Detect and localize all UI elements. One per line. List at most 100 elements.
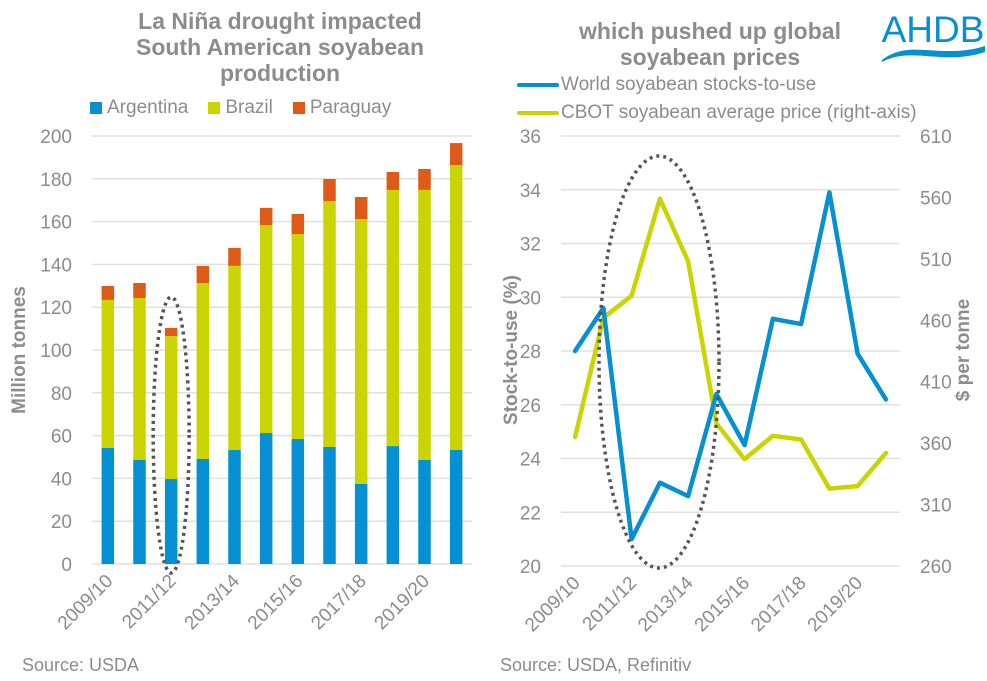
x-tick-label: 2011/12	[118, 571, 180, 633]
bar-brazil-2009-10	[101, 299, 115, 449]
bar-paraguay-2016-17	[323, 179, 336, 202]
y-tick-label: 80	[51, 384, 72, 405]
legend-item-brazil: Brazil	[208, 97, 273, 119]
legend-label-brazil: Brazil	[225, 97, 273, 118]
y-tick-label-left: 34	[520, 181, 542, 202]
y-tick-label: 100	[40, 341, 72, 362]
y-tick-label-right: 310	[920, 496, 952, 517]
y-tick-label-left: 30	[520, 288, 541, 309]
legend-label-paraguay: Paraguay	[309, 97, 392, 118]
ahdb-logo-graphic: AHDB	[882, 9, 985, 62]
y-tick-label-left: 26	[520, 396, 541, 417]
y-tick-label-left: 20	[520, 557, 541, 578]
bar-argentina-2015-16	[291, 439, 305, 564]
left-chart-plot: 0 20 40 60 80 100 120 140 160 180 200 Million tonne…	[9, 127, 472, 634]
x-tick-label: 2009/10	[54, 571, 117, 634]
y-tick-label: 40	[51, 469, 72, 490]
legend-label-stocks: World soyabean stocks-to-use	[561, 74, 817, 95]
bar-paraguay-2013-14	[228, 247, 241, 266]
y-tick-label-right: 260	[920, 557, 952, 578]
bar-argentina-2010-11	[133, 459, 146, 564]
legend-item-paraguay: Paraguay	[292, 97, 392, 119]
bar-paraguay-2009-10	[101, 286, 115, 300]
x-tick-label: 2015/16	[244, 571, 307, 634]
right-chart-legend: World soyabean stocks-to-use CBOT soyabe…	[517, 71, 917, 127]
price-spike-highlight-ellipse	[597, 154, 721, 570]
y-tick-label: 160	[40, 213, 72, 234]
y-tick-label-right: 510	[920, 250, 952, 271]
y-tick-label: 180	[40, 170, 72, 191]
y-tick-label-left: 32	[520, 235, 541, 256]
y-tick-label-right: 410	[920, 373, 952, 394]
y-tick-label-right: 610	[920, 127, 952, 148]
y-tick-label: 200	[40, 127, 72, 148]
stocks-to-use-line	[572, 190, 889, 542]
bar-brazil-2013-14	[228, 265, 241, 450]
x-tick-label: 2019/20	[371, 571, 434, 634]
bar-paraguay-2010-11	[133, 283, 146, 298]
y-tick-label-right: 560	[920, 188, 952, 209]
y-axis-title-left: Stock-to-use (%)	[501, 275, 522, 425]
y-tick-label-right: 360	[920, 434, 952, 455]
ahdb-logo-text: AHDB	[882, 9, 985, 50]
y-axis-title-right: $ per tonne	[953, 299, 974, 401]
x-tick-label: 2017/18	[747, 573, 810, 636]
y-axis-title: Million tonnes	[9, 286, 30, 414]
x-tick-label: 2011/12	[579, 573, 641, 635]
y-tick-label-right: 460	[920, 311, 952, 332]
legend-swatch-argentina	[90, 102, 102, 114]
legend-label-argentina: Argentina	[107, 97, 189, 118]
ahdb-logo: AHDB	[880, 8, 987, 69]
x-tick-label: 2009/10	[521, 573, 584, 636]
drought-highlight-ellipse	[151, 295, 191, 575]
bar-paraguay-2012-13	[196, 265, 210, 284]
bar-argentina-2013-14	[228, 449, 241, 564]
right-chart-title: which pushed up global soyabean prices	[579, 18, 841, 70]
bar-brazil-2012-13	[196, 283, 210, 459]
bar-brazil-2011-12	[164, 336, 178, 480]
y-tick-label-left: 22	[520, 503, 541, 524]
y-tick-label-left: 28	[520, 342, 541, 363]
right-source: Source: USDA, Refinitiv	[500, 655, 692, 675]
x-tick-label: 2013/14	[181, 570, 245, 634]
bar-brazil-2019-20	[418, 189, 431, 460]
x-tick-label: 2019/20	[804, 573, 867, 636]
legend-line-price	[517, 111, 559, 115]
y-tick-label: 140	[40, 255, 72, 276]
x-tick-label: 2017/18	[307, 571, 370, 634]
legend-item-stocks: World soyabean stocks-to-use	[517, 71, 917, 99]
bar-paraguay-2018-19	[386, 171, 400, 190]
bar-brazil-2014-15	[259, 225, 273, 434]
bar-paraguay-2011-12	[164, 327, 178, 337]
right-chart-plot: 20 22 24 26 28 30 32 34 36 260 310 360 410 460 510 560 6…	[501, 127, 974, 636]
legend-item-argentina: Argentina	[90, 97, 188, 119]
bar-brazil-2016-17	[323, 201, 336, 447]
bar-brazil-2017-18	[354, 219, 368, 484]
legend-line-stocks	[517, 83, 559, 87]
left-chart-legend: Argentina Brazil Paraguay	[90, 97, 391, 119]
bar-argentina-2019-20	[418, 459, 431, 564]
y-tick-label-left: 36	[520, 127, 541, 148]
left-chart-title: La Niña drought impacted South American …	[135, 8, 424, 86]
bar-argentina-2018-19	[386, 446, 400, 564]
bar-paraguay-2017-18	[354, 196, 368, 220]
bar-brazil-2015-16	[291, 234, 305, 440]
bar-argentina-2016-17	[323, 446, 336, 564]
bar-brazil-2010-11	[133, 297, 146, 460]
bar-argentina-2011-12	[164, 479, 178, 564]
bar-brazil-2018-19	[386, 189, 400, 447]
legend-label-price: CBOT soyabean average price (right-axis)	[561, 102, 917, 123]
y-tick-label: 0	[61, 555, 72, 576]
legend-swatch-paraguay	[292, 102, 305, 114]
bar-paraguay-2014-15	[259, 207, 273, 226]
y-tick-label-left: 24	[520, 450, 542, 471]
bar-paraguay-2019-20	[418, 168, 431, 190]
bar-argentina-2014-15	[259, 433, 273, 564]
bar-argentina-2017-18	[354, 483, 368, 564]
bar-paraguay-2020-21	[449, 143, 463, 166]
bar-brazil-2020-21	[449, 165, 463, 450]
bar-argentina-2009-10	[101, 448, 115, 564]
bar-paraguay-2015-16	[291, 213, 305, 235]
y-tick-label: 120	[40, 298, 72, 319]
ahdb-logo-wave-icon	[882, 46, 985, 62]
